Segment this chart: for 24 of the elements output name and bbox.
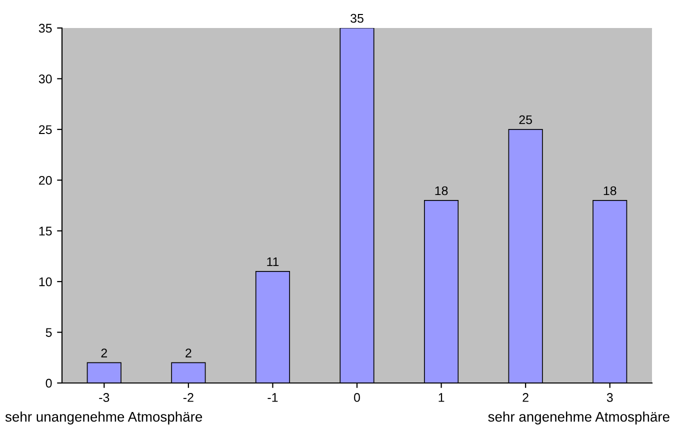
x-tick-label: 2 (522, 393, 528, 402)
data-label: 18 (604, 186, 616, 196)
text: sehr unangenehme Atmosphäre (5, 412, 202, 424)
data-label: 2 (186, 348, 192, 358)
data-label: 18 (435, 186, 448, 196)
y-tick-label: 0 (46, 378, 52, 388)
y-tick-label: 5 (46, 328, 52, 337)
data-label: 35 (350, 14, 364, 23)
x-tick-label: -1 (268, 393, 278, 402)
y-tick-label: 15 (39, 226, 52, 236)
y-tick-label: 35 (38, 24, 52, 33)
y-tick-label: 30 (38, 74, 52, 84)
x-tick-label: -2 (183, 393, 194, 402)
y-tick-label: 25 (39, 125, 52, 134)
x-tick-label: -3 (99, 393, 110, 402)
x-tick-label: 0 (354, 393, 360, 402)
data-label: 11 (267, 257, 279, 266)
text: sehr angenehme Atmosphäre (488, 412, 670, 424)
x-tick-label: 1 (438, 393, 444, 402)
y-tick-label: 20 (39, 176, 52, 185)
y-tick-label: 10 (39, 277, 52, 286)
x-tick-label: 3 (606, 393, 613, 402)
data-label: 25 (519, 115, 532, 124)
data-label: 2 (101, 348, 107, 358)
